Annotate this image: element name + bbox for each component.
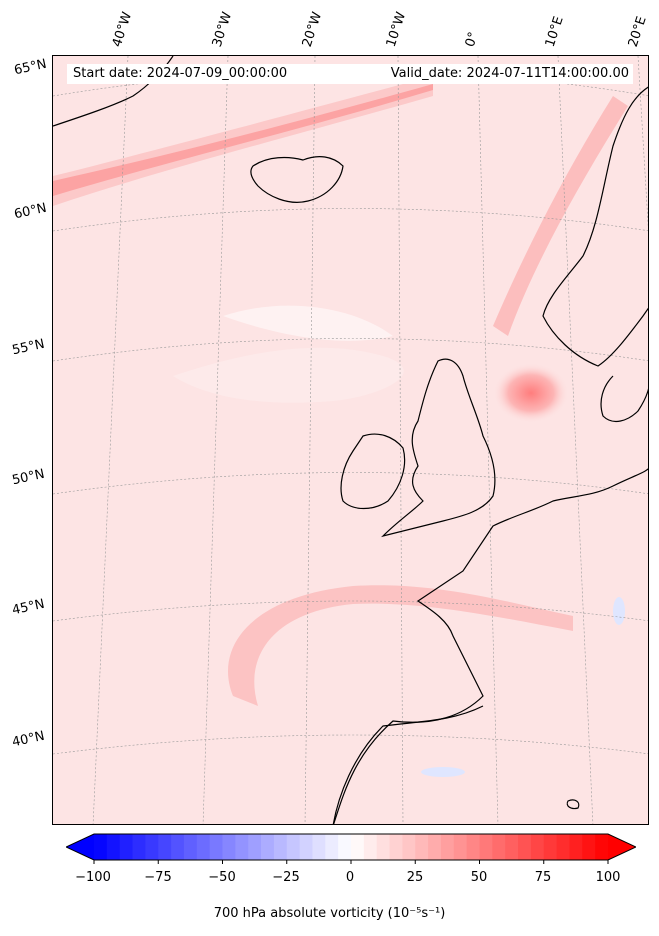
colorbar-tick-label: −75: [144, 870, 172, 885]
colorbar-segment: [325, 834, 339, 860]
valid-date-label: Valid_date: 2024-07-11T14:00:00.00: [390, 66, 629, 81]
colorbar-segment: [171, 834, 185, 860]
colorbar-extend-min: [66, 834, 94, 860]
lon-label-40w: 40°W: [109, 10, 136, 49]
colorbar-tick-label: 75: [534, 870, 552, 885]
colorbar-tick-label: 50: [470, 870, 488, 885]
colorbar-segment: [209, 834, 223, 860]
field-weak-patch: [173, 347, 404, 403]
colorbar-segment: [338, 834, 352, 860]
negative-vorticity-patch: [421, 767, 465, 777]
colorbar-svg: [64, 833, 638, 864]
colorbar-segment: [453, 834, 468, 860]
vorticity-low-core: [493, 363, 569, 423]
iceland-coast: [250, 156, 344, 203]
colorbar-segment: [595, 834, 609, 860]
colorbar-segment: [389, 834, 403, 860]
graticule: [53, 56, 648, 824]
colorbar-segment: [582, 834, 596, 860]
iberia-north-coast: [332, 705, 484, 824]
colorbar-segment: [569, 834, 583, 860]
colorbar-tick-label: 0: [345, 870, 355, 885]
colorbar-segment: [492, 834, 506, 860]
colorbar-tick-label: −50: [208, 870, 236, 885]
lon-label-10e: 10°E: [542, 14, 567, 50]
colorbar-segment: [273, 834, 288, 860]
mallorca-coast: [566, 799, 580, 810]
colorbar-tick-label: −100: [75, 870, 111, 885]
colorbar-segment: [479, 834, 493, 860]
colorbar-segment: [132, 834, 146, 860]
colorbar-segment: [248, 834, 262, 860]
colorbar-segment: [402, 834, 416, 860]
lon-label-20e: 20°E: [625, 14, 650, 50]
denmark-coast: [600, 375, 648, 423]
colorbar-segment: [440, 834, 455, 860]
colorbar-tick-label: −25: [272, 870, 300, 885]
colorbar-segment: [376, 834, 391, 860]
colorbar-segment: [312, 834, 326, 860]
colorbar-segment: [428, 834, 442, 860]
lon-label-10w: 10°W: [383, 10, 410, 49]
colorbar-segment: [530, 834, 545, 860]
lat-label-65n: 65°N: [12, 56, 48, 79]
lat-label-55n: 55°N: [10, 336, 46, 359]
colorbar-segment: [363, 834, 378, 860]
colorbar-segment: [145, 834, 159, 860]
colorbar-segment: [106, 834, 121, 860]
colorbar-segment: [466, 834, 480, 860]
vorticity-band-northeast: [493, 96, 628, 336]
colorbar-segment: [183, 834, 198, 860]
colorbar-segment: [299, 834, 313, 860]
colorbar-tick-label: 100: [595, 870, 621, 885]
lat-label-50n: 50°N: [10, 466, 46, 489]
lat-label-60n: 60°N: [12, 200, 48, 223]
colorbar-segment: [235, 834, 249, 860]
colorbar-segment: [261, 834, 275, 860]
colorbar-segment: [556, 834, 570, 860]
colorbar-extend-max: [608, 834, 636, 860]
colorbar-segment: [94, 834, 108, 860]
colorbar-segment: [351, 834, 365, 860]
colorbar-segment: [222, 834, 236, 860]
field-weak-patch-2: [223, 305, 393, 341]
start-date-label: Start date: 2024-07-09_00:00:00: [73, 66, 288, 81]
colorbar-segment: [415, 834, 429, 860]
lon-label-0: 0°: [462, 30, 482, 49]
colorbar-segment: [196, 834, 211, 860]
colorbar-segment: [119, 834, 134, 860]
colorbar-segment: [158, 834, 172, 860]
norway-coast: [542, 86, 648, 367]
ireland-coast: [340, 433, 406, 510]
lat-label-45n: 45°N: [10, 596, 46, 619]
colorbar-segment: [543, 834, 558, 860]
field-background: [53, 56, 648, 824]
coastlines: [53, 56, 648, 824]
vorticity-map: [53, 56, 648, 824]
great-britain-coast: [381, 358, 496, 538]
lon-label-30w: 30°W: [209, 10, 236, 49]
colorbar: [64, 832, 638, 872]
lon-label-20w: 20°W: [299, 10, 326, 49]
colorbar-title: 700 hPa absolute vorticity (10⁻⁵s⁻¹): [213, 906, 446, 921]
colorbar-segment: [518, 834, 532, 860]
vorticity-band-north-core: [53, 84, 433, 196]
info-box: Start date: 2024-07-09_00:00:00 Valid_da…: [67, 64, 633, 84]
negative-vorticity-patch-2: [613, 597, 625, 625]
colorbar-tick-label: 25: [406, 870, 424, 885]
colorbar-segment: [505, 834, 519, 860]
map-panel: [52, 55, 649, 825]
colorbar-segment: [286, 834, 301, 860]
lat-label-40n: 40°N: [10, 728, 46, 751]
